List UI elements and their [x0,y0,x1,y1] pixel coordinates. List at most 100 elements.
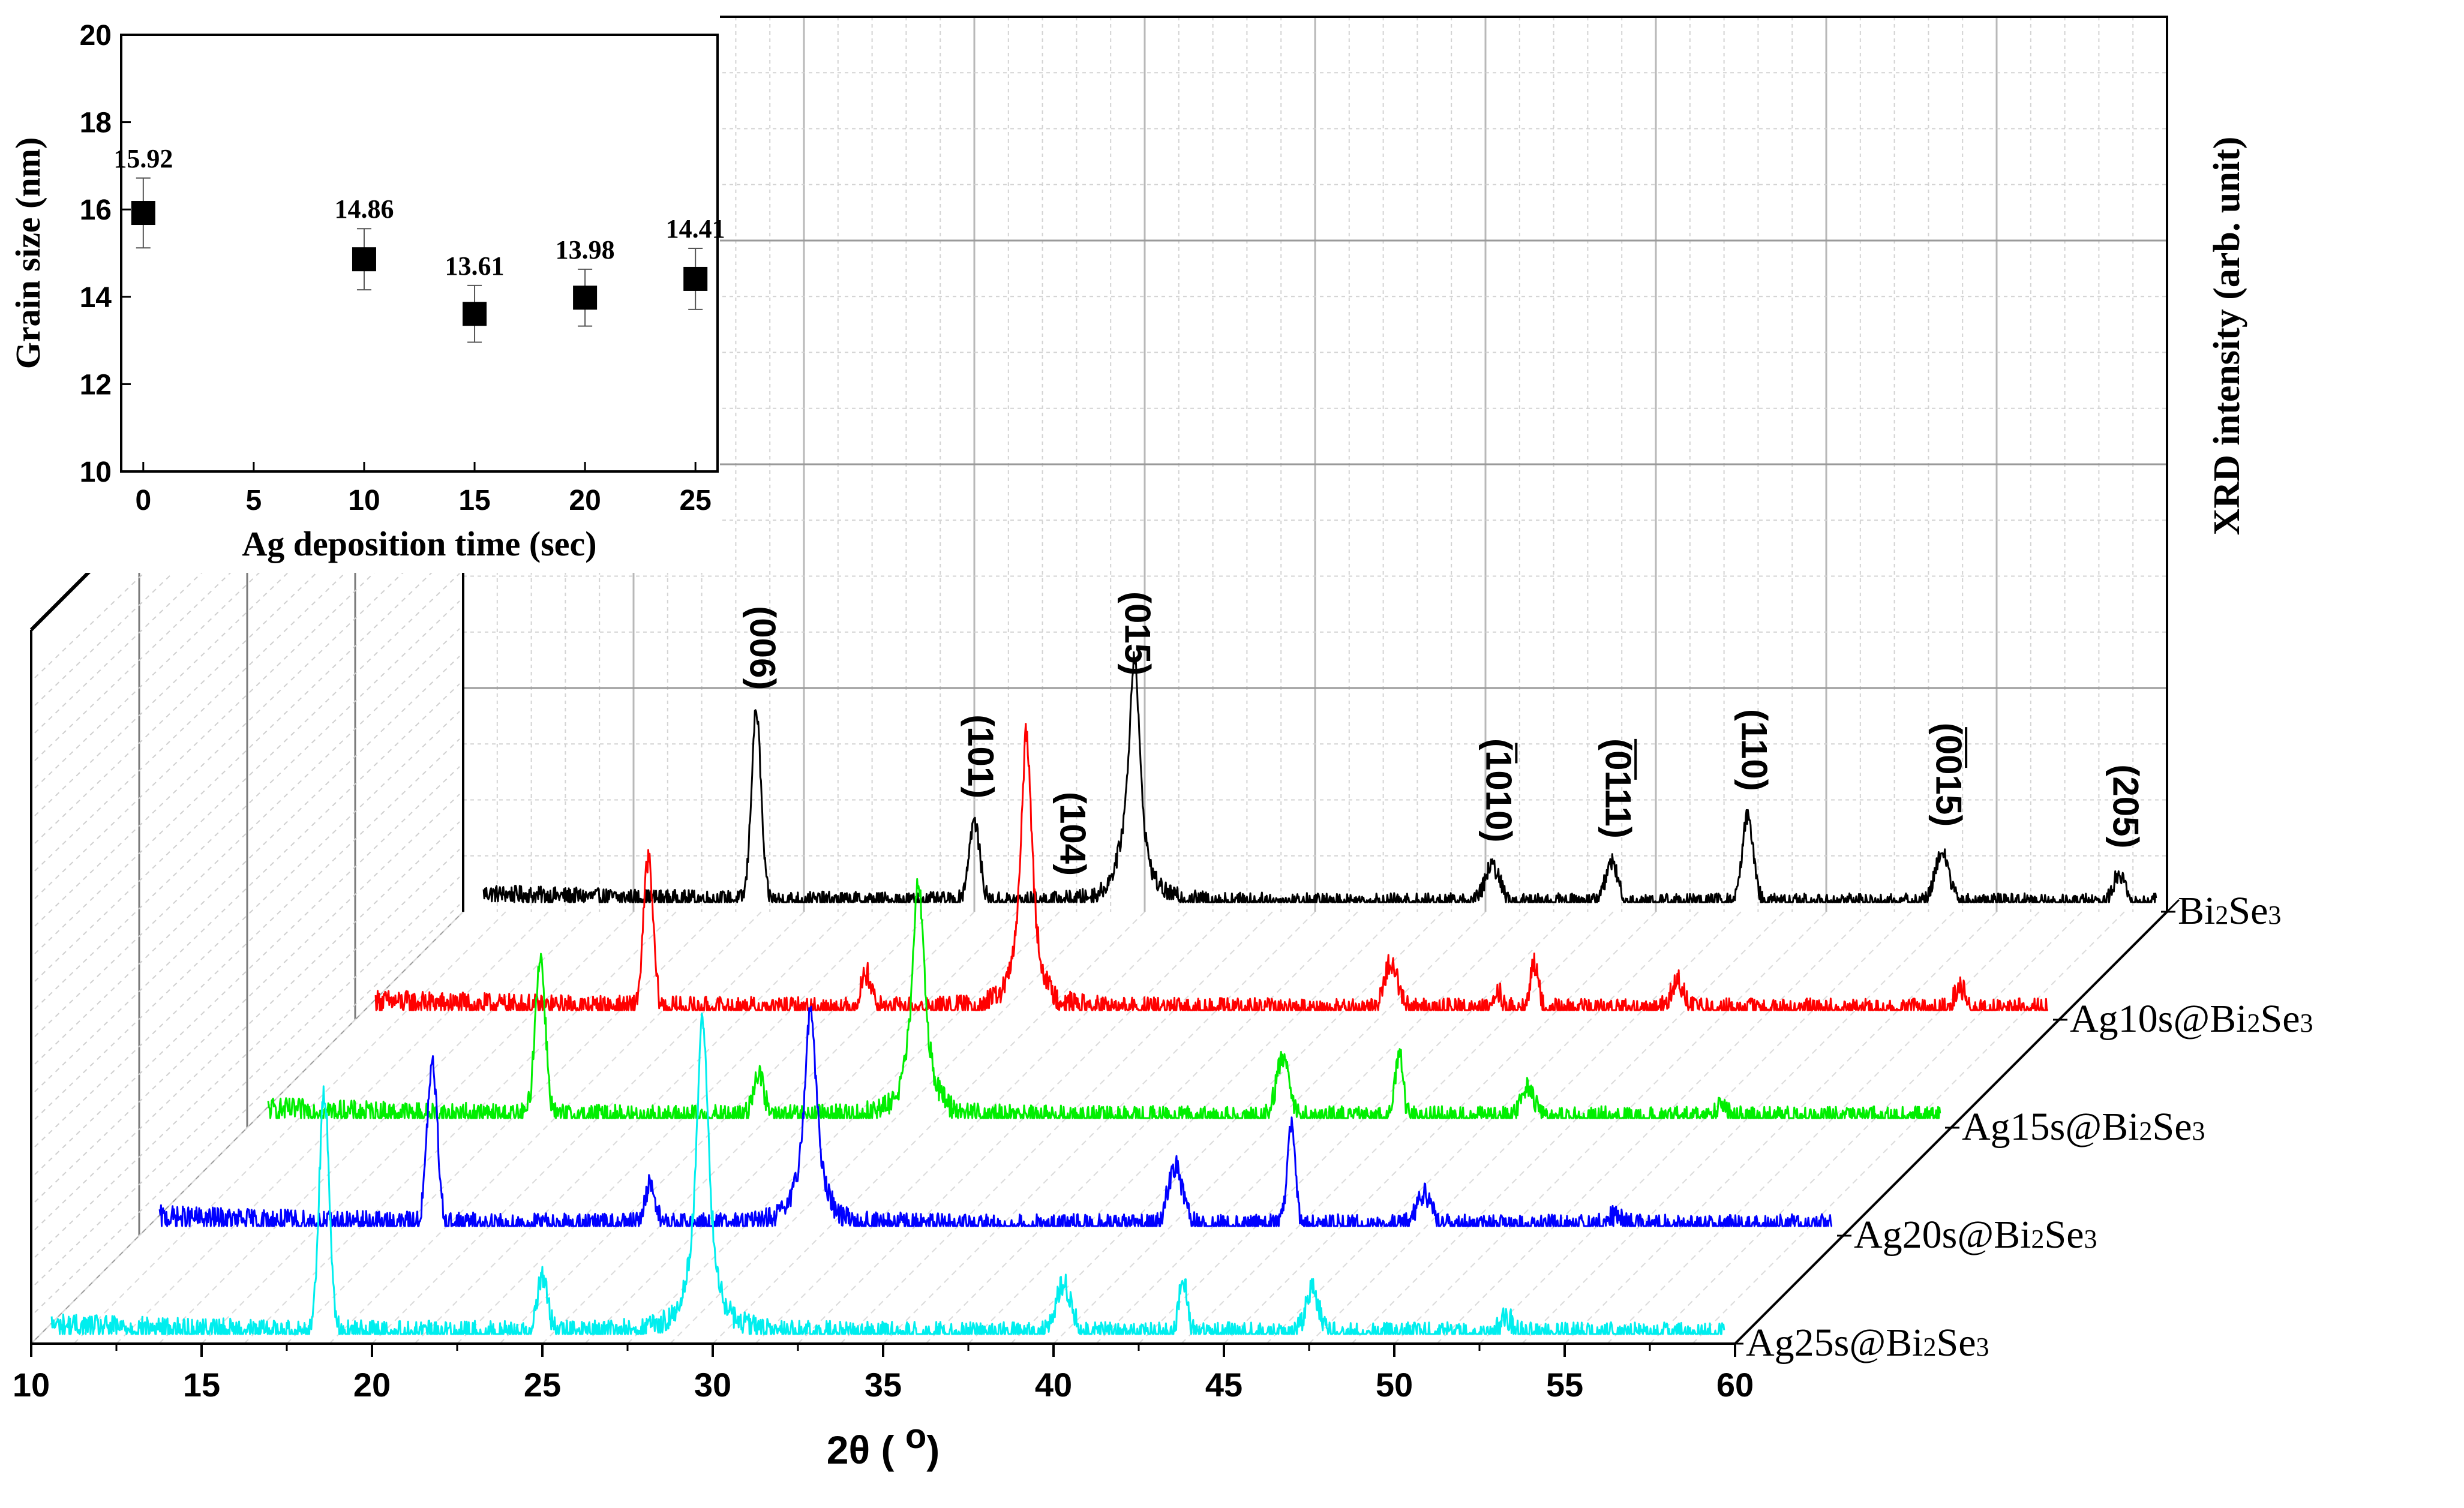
floor-hatch [1521,911,1955,1344]
floor-hatch [627,911,1060,1344]
left-wall-hatch [34,849,460,1258]
x-tick-label: 25 [524,1366,561,1404]
left-wall-hatch [34,821,460,1230]
inset-data-label: 13.61 [445,251,505,281]
floor-hatch [158,911,592,1344]
floor-hatch [1607,911,2040,1344]
floor-hatch [1308,911,1742,1344]
inset-data-label: 14.41 [666,214,725,244]
series-label-Ag20s@Bi2Se3: Ag20s@Bi2Se3 [1854,1213,2097,1257]
inset-x-axis-label: Ag deposition time (sec) [242,524,596,563]
peak-annotation-text: (104) [1053,792,1093,876]
inset-data-label: 15.92 [113,144,173,173]
x-tick-label: 20 [353,1366,391,1404]
floor-hatch [968,911,1401,1344]
inset-y-tick-label: 10 [80,456,112,488]
xrd-trace-Ag25s@Bi2Se3 [50,1013,1725,1335]
series-label-Ag10s@Bi2Se3: Ag10s@Bi2Se3 [2070,997,2313,1041]
series-label-Ag25s@Bi2Se3: Ag25s@Bi2Se3 [1746,1321,1989,1365]
floor-hatch [840,911,1273,1344]
inset-y-tick-label: 20 [80,20,112,52]
inset-x-tick-label: 0 [135,485,151,516]
floor-hatch [1096,911,1529,1344]
left-wall-hatch [34,573,460,982]
waterfall-traces [50,651,2157,1335]
x-tick-label: 50 [1376,1366,1413,1404]
floor-hatch [670,911,1103,1344]
peak-annotation: (0015) [1928,723,1968,827]
x-tick-label: 35 [865,1366,902,1404]
floor-hatch [201,911,634,1344]
inset-data-label: 13.98 [556,235,615,265]
floor-hatch [755,911,1188,1344]
x-tick-label: 40 [1035,1366,1072,1404]
depth-axis-end [2166,899,2180,913]
left-wall-hatch [34,876,460,1285]
series-label-Bi2Se3: Bi2Se3 [2178,889,2281,933]
inset-y-tick-label: 12 [80,369,112,401]
floor-hatch [883,911,1316,1344]
peak-annotation-text: (110) [1734,709,1775,791]
left-wall-hatch [34,766,460,1175]
x-tick-label: 15 [183,1366,220,1404]
floor-hatch [371,911,805,1344]
floor-hatch [414,911,847,1344]
inset-frame [120,34,719,473]
peak-annotation: (205) [2106,764,2146,848]
inset-x-tick-label: 10 [348,485,380,516]
inset-data-point [683,266,708,291]
floor-hatch [329,911,762,1344]
inset-data-point [463,302,487,326]
left-wall-hatch [34,738,460,1147]
x-tick-label: 10 [13,1366,50,1404]
x-tick-label: 45 [1205,1366,1242,1404]
left-wall-hatch [34,545,460,954]
inset-data-label: 14.86 [334,194,394,224]
floor-hatch [1479,911,1912,1344]
series-label-Ag15s@Bi2Se3: Ag15s@Bi2Se3 [1962,1105,2205,1149]
inset-y-tick-label: 14 [80,282,112,314]
floor-hatch [116,911,549,1344]
peak-annotation: (104) [1053,792,1093,876]
y-axis-label: XRD intensity (arb. unit) [2207,137,2247,536]
floor-hatch [1394,911,1827,1344]
grain-size-inset: 0 5 10 15 20 25 10 12 14 16 18 20 Ag deposition time… [0,0,725,573]
inset-x-tick-label: 5 [246,485,262,516]
xrd-trace-Ag20s@Bi2Se3 [158,1005,1833,1227]
xrd-trace-Ag15s@Bi2Se3 [267,878,1941,1119]
inset-x-tick-label: 20 [569,485,601,516]
floor-hatch [1649,911,2082,1344]
floor-hatch [1436,911,1869,1344]
floor-hatch [1053,911,1486,1344]
floor-hatch [499,911,932,1344]
peak-annotation-text: (006) [743,606,783,690]
peak-annotation: (0111) [1598,738,1638,839]
left-wall-hatch [34,683,460,1092]
peak-annotation-text: (015) [1117,591,1157,675]
floor-hatch [1138,911,1571,1344]
left-wall-hatch [34,711,460,1120]
floor-hatch [925,911,1358,1344]
inset-x-tick-label: 15 [458,485,490,516]
peak-annotation: (006) [743,606,783,690]
peak-annotation-text: (0111) [1598,738,1638,839]
inset-y-axis-label: Grain size (nm) [8,137,47,370]
peak-annotation: (1010) [1479,738,1519,842]
peak-annotation-text: (205) [2106,764,2146,848]
floor-hatch [1010,911,1443,1344]
inset-data-point [573,286,598,310]
inset-data-point [352,247,376,272]
floor-hatch [1564,911,1997,1344]
peak-annotation: (015) [1117,591,1157,675]
left-wall-hatch [34,628,460,1037]
x-axis-label: 2θ ( o) [827,1417,940,1472]
x-tick-label: 30 [694,1366,731,1404]
peak-annotation-text: (0015) [1928,723,1968,827]
inset-y-tick-label: 18 [80,107,112,139]
peak-annotation: (101) [961,714,1001,798]
floor-hatch [1223,911,1656,1344]
inset-data-point [131,201,155,226]
floor-hatch [584,911,1018,1344]
left-wall-hatch [34,904,460,1313]
